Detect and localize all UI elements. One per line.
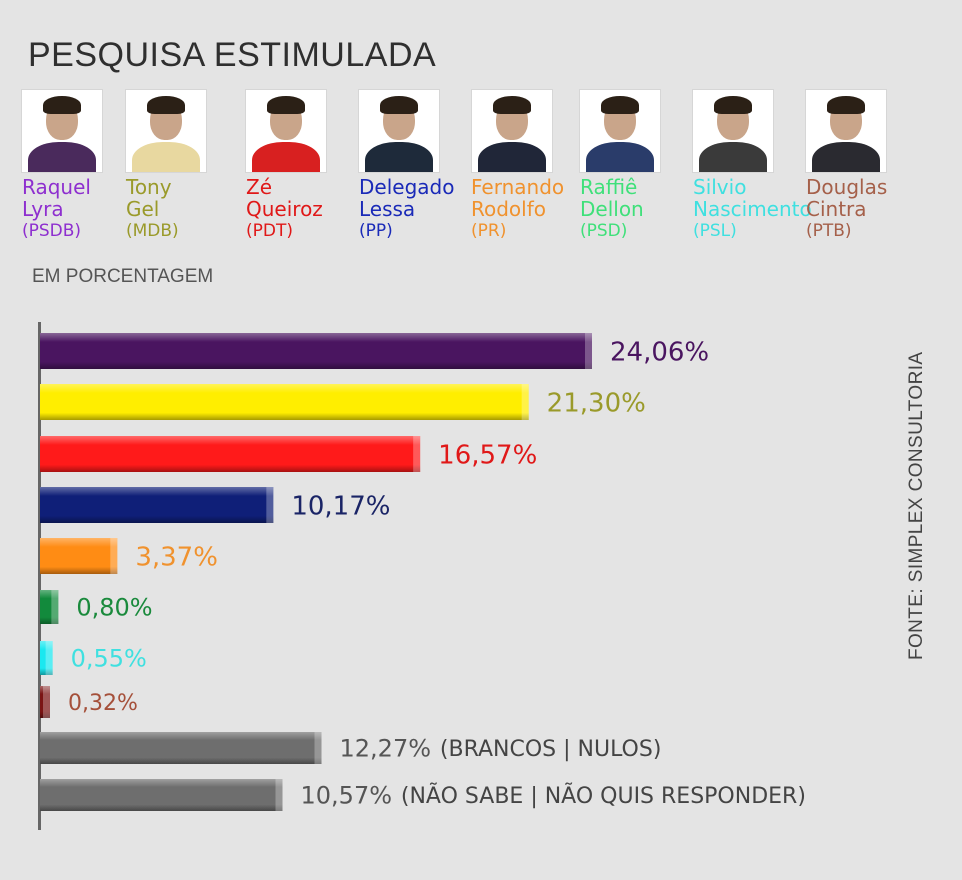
candidate-photo <box>22 90 102 172</box>
bar-shade <box>40 732 322 764</box>
bar-value-label: 0,32% <box>68 691 138 716</box>
candidate-party: (PSL) <box>693 221 737 241</box>
candidate-name-line2: Gel <box>126 197 160 221</box>
bar-7: 0,32% <box>40 686 138 718</box>
bar-value-label: 0,80% <box>76 594 152 622</box>
bar-cap <box>585 333 592 369</box>
candidate-4: Fernando Rodolfo (PR) <box>471 90 601 242</box>
bar-3: 10,17% <box>40 487 390 523</box>
bar-cap <box>314 732 322 764</box>
candidate-name-line1: Tony <box>126 175 172 199</box>
bar-cap <box>43 686 50 718</box>
candidate-party: (PTB) <box>806 221 852 241</box>
bar-cap <box>45 641 53 675</box>
bar-cap <box>266 487 274 523</box>
candidate-photo <box>246 90 326 172</box>
candidate-name-line1: Zé <box>246 175 273 199</box>
bar-value-label: 16,57% <box>438 440 537 470</box>
bar-2: 16,57% <box>40 436 537 472</box>
bar-shade <box>40 641 53 675</box>
bar-value-label: 12,27% <box>340 735 432 763</box>
bar-9: 10,57% (NÃO SABE | NÃO QUIS RESPONDER) <box>40 779 806 811</box>
candidate-party: (PDT) <box>246 221 293 241</box>
candidate-party: (PSDB) <box>22 221 82 241</box>
candidate-name-line1: Raffiê <box>580 175 638 199</box>
candidate-6: Silvio Nascimento (PSL) <box>693 90 823 242</box>
bar-shade <box>40 333 592 369</box>
bar-value-label: 10,57% <box>301 782 393 810</box>
bar-value-label: 21,30% <box>547 388 646 418</box>
bar-4: 3,37% <box>40 538 218 574</box>
bar-note-label: (NÃO SABE | NÃO QUIS RESPONDER) <box>401 782 806 809</box>
y-axis-line <box>38 322 41 830</box>
candidate-name-line1: Douglas <box>806 175 888 199</box>
candidate-photo <box>693 90 773 172</box>
bar-cap <box>51 590 59 624</box>
candidate-party: (PR) <box>471 221 507 241</box>
candidate-photo <box>359 90 439 172</box>
candidate-name-line1: Delegado <box>359 175 455 199</box>
bar-shade <box>40 686 50 718</box>
candidate-name-line2: Queiroz <box>246 197 323 221</box>
bar-shade <box>40 590 59 624</box>
candidate-name-line2: Cintra <box>806 197 867 221</box>
bar-6: 0,55% <box>40 641 147 675</box>
bar-shade <box>40 384 529 420</box>
bar-value-label: 0,55% <box>71 645 147 673</box>
bar-cap <box>110 538 118 574</box>
bar-shade <box>40 538 118 574</box>
bar-shade <box>40 487 274 523</box>
bar-value-label: 10,17% <box>291 491 390 521</box>
candidate-7: Douglas Cintra (PTB) <box>806 90 936 242</box>
candidate-party: (PP) <box>359 221 393 241</box>
source-label: FONTE: SIMPLEX CONSULTORIA <box>906 351 927 660</box>
candidate-photo <box>126 90 206 172</box>
candidate-name-line2: Dellon <box>580 197 644 221</box>
candidate-name-line2: Lyra <box>22 197 64 221</box>
bar-cap <box>521 384 529 420</box>
bar-value-label: 24,06% <box>610 337 709 367</box>
bar-note-label: (BRANCOS | NULOS) <box>440 737 662 762</box>
candidate-photo <box>472 90 552 172</box>
candidate-name-line1: Fernando <box>471 175 565 199</box>
candidate-1: Tony Gel (MDB) <box>126 90 256 242</box>
candidate-3: Delegado Lessa (PP) <box>359 90 489 242</box>
candidate-name-line2: Lessa <box>359 197 416 221</box>
bar-1: 21,30% <box>40 384 646 420</box>
candidate-photo <box>806 90 886 172</box>
chart-subtitle: EM PORCENTAGEM <box>32 266 214 287</box>
bar-cap <box>413 436 421 472</box>
bar-value-label: 3,37% <box>135 542 218 572</box>
candidate-party: (MDB) <box>126 221 179 241</box>
candidate-2: Zé Queiroz (PDT) <box>246 90 376 242</box>
candidate-name-line1: Raquel <box>22 175 91 199</box>
candidate-name-line2: Nascimento <box>693 197 812 221</box>
candidate-0: Raquel Lyra (PSDB) <box>22 90 152 242</box>
bar-shade <box>40 436 421 472</box>
bar-8: 12,27% (BRANCOS | NULOS) <box>40 732 661 764</box>
bar-cap <box>275 779 283 811</box>
candidate-photo <box>580 90 660 172</box>
candidate-name-line1: Silvio <box>693 175 747 199</box>
candidate-name-line2: Rodolfo <box>471 197 546 221</box>
bar-shade <box>40 779 283 811</box>
bar-0: 24,06% <box>40 333 709 369</box>
candidate-5: Raffiê Dellon (PSD) <box>580 90 710 242</box>
bar-5: 0,80% <box>40 590 153 624</box>
candidate-party: (PSD) <box>580 221 628 241</box>
chart-title: PESQUISA ESTIMULADA <box>28 36 437 74</box>
